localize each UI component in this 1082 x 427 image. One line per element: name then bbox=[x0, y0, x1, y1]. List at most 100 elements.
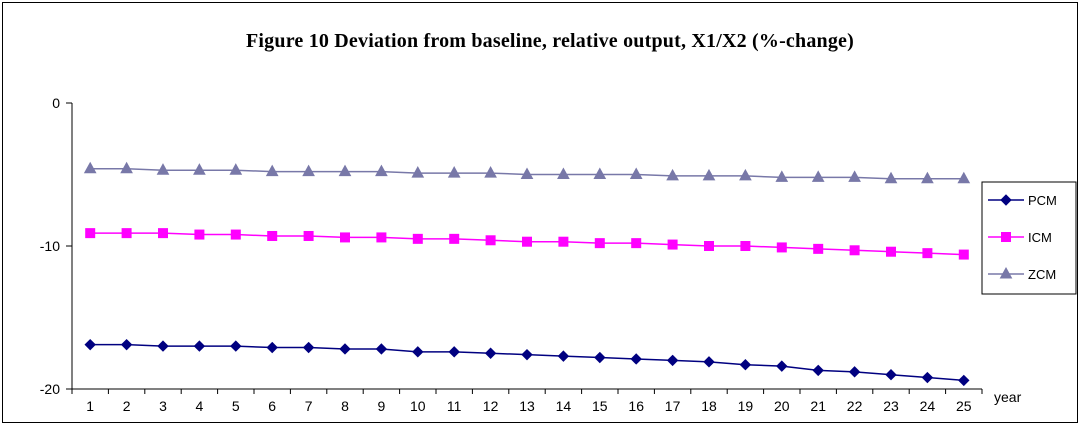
data-point-icm bbox=[267, 230, 278, 241]
data-point-zcm bbox=[666, 168, 679, 181]
x-tick-label: 1 bbox=[86, 398, 94, 414]
data-point-zcm bbox=[484, 166, 497, 178]
data-point-pcm bbox=[193, 340, 206, 352]
data-point-icm bbox=[194, 229, 205, 240]
data-point-zcm bbox=[957, 171, 971, 184]
x-tick-label: 23 bbox=[883, 398, 899, 414]
data-point-pcm bbox=[666, 354, 679, 367]
data-point-zcm bbox=[629, 167, 643, 179]
x-tick-label: 9 bbox=[378, 398, 386, 414]
data-point-icm bbox=[340, 232, 350, 243]
data-point-icm bbox=[558, 236, 569, 247]
data-point-icm bbox=[121, 228, 132, 239]
data-point-icm bbox=[813, 243, 824, 254]
x-tick-label: 12 bbox=[483, 398, 499, 414]
y-tick-label: 0 bbox=[52, 95, 60, 111]
legend-marker-zcm bbox=[999, 266, 1013, 279]
data-point-zcm bbox=[302, 164, 315, 177]
x-tick-label: 25 bbox=[956, 398, 972, 414]
data-point-icm bbox=[303, 230, 314, 241]
data-point-pcm bbox=[739, 358, 752, 371]
data-point-icm bbox=[412, 233, 423, 244]
x-tick-label: 6 bbox=[268, 398, 276, 414]
data-point-zcm bbox=[520, 167, 534, 179]
x-tick-label: 13 bbox=[519, 398, 535, 414]
data-point-zcm bbox=[120, 161, 133, 174]
data-point-zcm bbox=[921, 171, 934, 184]
data-point-zcm bbox=[375, 164, 388, 177]
data-point-zcm bbox=[411, 166, 425, 178]
x-tick-label: 17 bbox=[665, 398, 681, 414]
legend-label-pcm: PCM bbox=[1028, 193, 1057, 208]
y-tick-label: -20 bbox=[40, 381, 60, 397]
data-point-icm bbox=[485, 235, 496, 246]
x-tick-label: 16 bbox=[628, 398, 644, 414]
x-tick-label: 4 bbox=[196, 398, 204, 414]
x-tick-label: 11 bbox=[447, 398, 462, 414]
legend-label-zcm: ZCM bbox=[1028, 267, 1056, 282]
data-point-icm bbox=[849, 245, 860, 256]
data-point-icm bbox=[522, 236, 532, 247]
data-point-pcm bbox=[302, 341, 315, 354]
data-point-icm bbox=[886, 246, 896, 257]
data-point-zcm bbox=[193, 163, 206, 175]
x-tick-label: 7 bbox=[305, 398, 313, 414]
x-tick-label: 5 bbox=[232, 398, 240, 414]
data-point-pcm bbox=[776, 360, 788, 372]
data-point-zcm bbox=[338, 164, 352, 177]
y-tick-label: -10 bbox=[40, 238, 60, 254]
data-point-pcm bbox=[230, 340, 242, 352]
data-point-pcm bbox=[848, 366, 861, 378]
x-tick-label: 14 bbox=[556, 398, 572, 414]
data-point-zcm bbox=[156, 163, 170, 175]
data-point-zcm bbox=[775, 170, 789, 182]
data-point-zcm bbox=[265, 164, 279, 177]
data-point-pcm bbox=[84, 338, 96, 351]
data-point-icm bbox=[449, 233, 460, 244]
data-point-pcm bbox=[412, 346, 424, 358]
data-point-pcm bbox=[339, 343, 351, 355]
x-tick-label: 2 bbox=[123, 398, 131, 414]
data-point-pcm bbox=[630, 353, 642, 365]
data-point-zcm bbox=[811, 170, 825, 182]
data-point-zcm bbox=[447, 166, 461, 178]
legend-marker-icm bbox=[1001, 232, 1011, 242]
data-point-icm bbox=[85, 228, 96, 239]
data-point-icm bbox=[740, 241, 751, 251]
data-point-pcm bbox=[812, 364, 824, 377]
data-point-zcm bbox=[557, 167, 570, 179]
data-point-pcm bbox=[557, 350, 570, 362]
x-tick-label: 15 bbox=[592, 398, 608, 414]
x-tick-label: 21 bbox=[810, 398, 826, 414]
data-point-pcm bbox=[484, 347, 497, 359]
x-tick-label: 24 bbox=[920, 398, 936, 414]
x-tick-label: 10 bbox=[410, 398, 426, 414]
data-point-pcm bbox=[703, 356, 715, 368]
data-point-icm bbox=[922, 248, 933, 259]
x-tick-label: 20 bbox=[774, 398, 790, 414]
data-point-pcm bbox=[266, 341, 278, 354]
data-point-pcm bbox=[594, 351, 606, 364]
data-point-pcm bbox=[375, 343, 388, 355]
data-point-pcm bbox=[921, 371, 934, 384]
x-axis-label: year bbox=[994, 389, 1022, 405]
data-point-zcm bbox=[848, 170, 861, 182]
data-point-icm bbox=[667, 239, 678, 250]
data-point-zcm bbox=[702, 168, 716, 181]
data-point-icm bbox=[158, 228, 168, 239]
data-point-icm bbox=[776, 242, 787, 253]
legend-label-icm: ICM bbox=[1028, 230, 1052, 245]
data-point-icm bbox=[376, 232, 387, 243]
x-tick-label: 18 bbox=[701, 398, 717, 414]
data-point-pcm bbox=[521, 348, 533, 361]
data-point-zcm bbox=[83, 161, 97, 174]
x-tick-label: 19 bbox=[738, 398, 754, 414]
chart-title: Figure 10 Deviation from baseline, relat… bbox=[246, 30, 854, 52]
data-point-zcm bbox=[884, 171, 898, 184]
x-tick-label: 3 bbox=[159, 398, 167, 414]
legend-marker-pcm bbox=[1000, 194, 1012, 206]
data-point-icm bbox=[958, 249, 969, 260]
x-tick-label: 8 bbox=[341, 398, 349, 414]
